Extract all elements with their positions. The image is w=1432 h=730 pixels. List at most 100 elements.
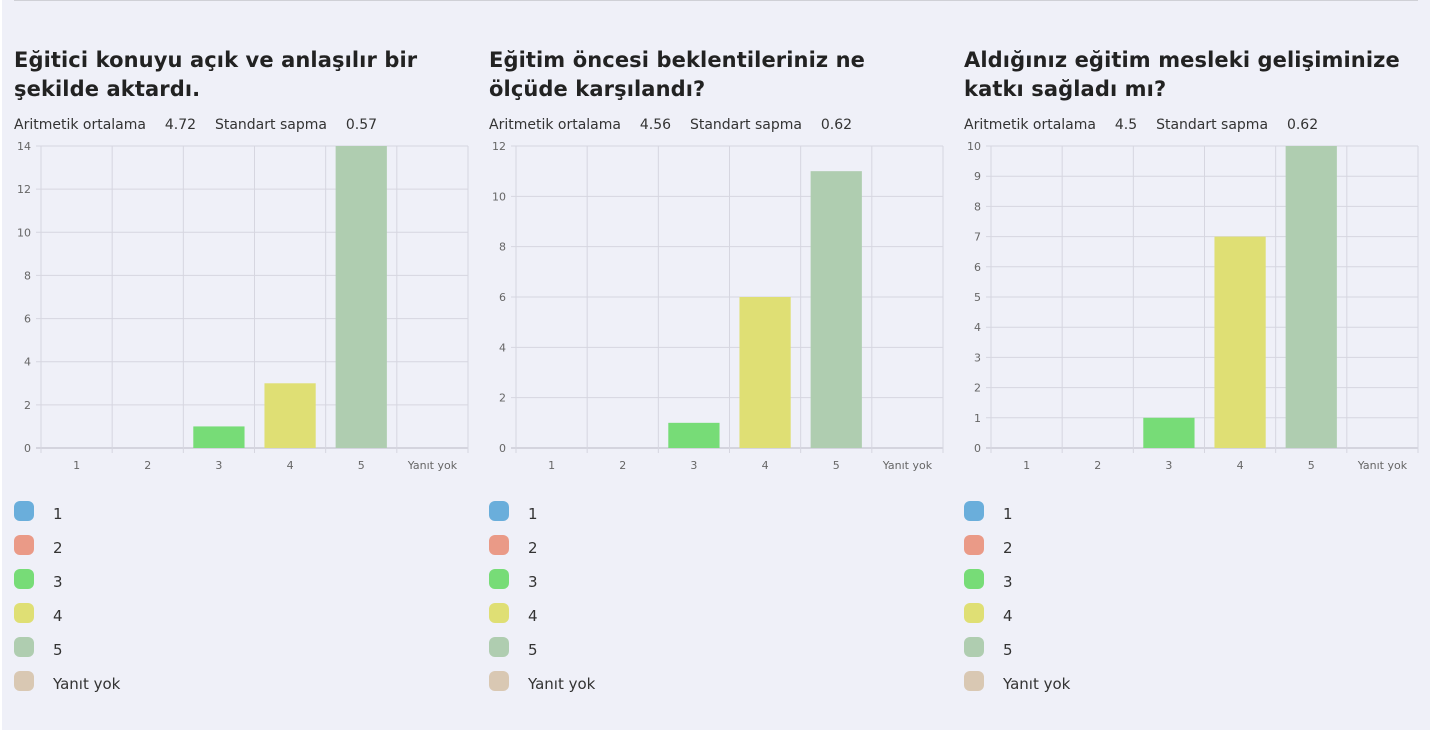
x-tick-label: 2	[1094, 459, 1101, 472]
legend-item: 2	[14, 531, 120, 565]
y-tick-label: 3	[974, 351, 981, 364]
legend-item: Yanıt yok	[14, 667, 120, 701]
bar	[193, 426, 245, 448]
y-tick-label: 0	[499, 442, 506, 455]
legend-item: 3	[489, 565, 595, 599]
bar	[1285, 146, 1337, 448]
x-tick-label: 5	[1308, 459, 1315, 472]
chart-legend: 1 2 3 4 5 Yanıt yok	[14, 497, 120, 701]
mean-value: 4.56	[639, 117, 672, 133]
legend-item: 5	[14, 633, 120, 667]
legend-item: 1	[489, 497, 595, 531]
legend-label: 5	[528, 641, 538, 659]
legend-swatch	[964, 501, 984, 521]
legend-label: Yanıt yok	[528, 675, 596, 693]
chart-legend: 1 2 3 4 5 Yanıt yok	[964, 497, 1070, 701]
legend-item: 1	[964, 497, 1070, 531]
y-tick-label: 1	[974, 412, 981, 425]
bar	[264, 383, 316, 448]
legend-label: Yanıt yok	[53, 675, 121, 693]
sd-label: Standart sapma	[1156, 117, 1269, 133]
x-tick-label: Yanıt yok	[1357, 459, 1408, 472]
question-panel-3: Aldığınız eğitim mesleki gelişiminize ka…	[964, 0, 1424, 730]
y-tick-label: 12	[492, 140, 506, 153]
mean-label: Aritmetik ortalama	[14, 117, 146, 133]
legend-swatch	[489, 501, 509, 521]
statistics-line: Aritmetik ortalama 4.72 Standart sapma 0…	[14, 115, 377, 135]
bar	[810, 171, 862, 448]
legend-swatch	[14, 671, 34, 691]
legend-label: 1	[1003, 505, 1013, 523]
y-tick-label: 8	[974, 200, 981, 213]
question-title: Eğitici konuyu açık ve anlaşılır bir şek…	[14, 48, 418, 101]
x-tick-label: 3	[690, 459, 697, 472]
legend-swatch	[489, 671, 509, 691]
legend-swatch	[489, 535, 509, 555]
legend-label: 4	[1003, 607, 1013, 625]
mean-label: Aritmetik ortalama	[964, 117, 1096, 133]
x-tick-label: 1	[548, 459, 555, 472]
x-tick-label: 3	[215, 459, 222, 472]
y-tick-label: 7	[974, 231, 981, 244]
legend-item: Yanıt yok	[964, 667, 1070, 701]
sd-label: Standart sapma	[689, 117, 802, 133]
legend-item: 1	[14, 497, 120, 531]
legend-label: 1	[528, 505, 538, 523]
legend-label: 3	[53, 573, 63, 591]
x-tick-label: Yanıt yok	[882, 459, 933, 472]
legend-swatch	[964, 603, 984, 623]
statistics-line: Aritmetik ortalama 4.5 Standart sapma 0.…	[964, 115, 1318, 135]
x-tick-label: 4	[1237, 459, 1244, 472]
legend-label: 4	[528, 607, 538, 625]
legend-swatch	[964, 569, 984, 589]
x-tick-label: 4	[287, 459, 294, 472]
legend-item: Yanıt yok	[489, 667, 595, 701]
y-tick-label: 10	[492, 190, 506, 203]
y-tick-label: 6	[499, 291, 506, 304]
x-tick-label: 1	[1023, 459, 1030, 472]
legend-item: 5	[964, 633, 1070, 667]
y-tick-label: 4	[974, 321, 981, 334]
x-tick-label: 4	[762, 459, 769, 472]
y-tick-label: 5	[974, 291, 981, 304]
y-tick-label: 8	[499, 241, 506, 254]
legend-swatch	[14, 603, 34, 623]
legend-item: 5	[489, 633, 595, 667]
legend-swatch	[489, 637, 509, 657]
legend-label: 5	[53, 641, 63, 659]
legend-swatch	[14, 501, 34, 521]
y-tick-label: 12	[17, 183, 31, 196]
bar	[335, 146, 387, 448]
y-tick-label: 0	[974, 442, 981, 455]
statistics-line: Aritmetik ortalama 4.56 Standart sapma 0…	[489, 115, 852, 135]
bar	[668, 422, 720, 448]
sd-value: 0.62	[820, 117, 853, 133]
mean-value: 4.72	[164, 117, 197, 133]
x-tick-label: 5	[358, 459, 365, 472]
question-title: Aldığınız eğitim mesleki gelişiminize ka…	[964, 48, 1400, 101]
y-tick-label: 9	[974, 170, 981, 183]
x-tick-label: 1	[73, 459, 80, 472]
legend-label: 3	[528, 573, 538, 591]
sd-value: 0.57	[345, 117, 378, 133]
question-panel-2: Eğitim öncesi beklentileriniz ne ölçüde …	[489, 0, 949, 730]
legend-item: 2	[964, 531, 1070, 565]
mean-label: Aritmetik ortalama	[489, 117, 621, 133]
y-tick-label: 0	[24, 442, 31, 455]
y-tick-label: 6	[24, 313, 31, 326]
legend-label: 4	[53, 607, 63, 625]
x-tick-label: Yanıt yok	[407, 459, 458, 472]
x-tick-label: 5	[833, 459, 840, 472]
legend-swatch	[964, 535, 984, 555]
legend-swatch	[964, 671, 984, 691]
legend-label: Yanıt yok	[1003, 675, 1071, 693]
legend-swatch	[14, 535, 34, 555]
y-tick-label: 10	[967, 140, 981, 153]
y-tick-label: 10	[17, 226, 31, 239]
x-tick-label: 2	[144, 459, 151, 472]
y-tick-label: 2	[974, 382, 981, 395]
x-tick-label: 2	[619, 459, 626, 472]
legend-item: 4	[14, 599, 120, 633]
